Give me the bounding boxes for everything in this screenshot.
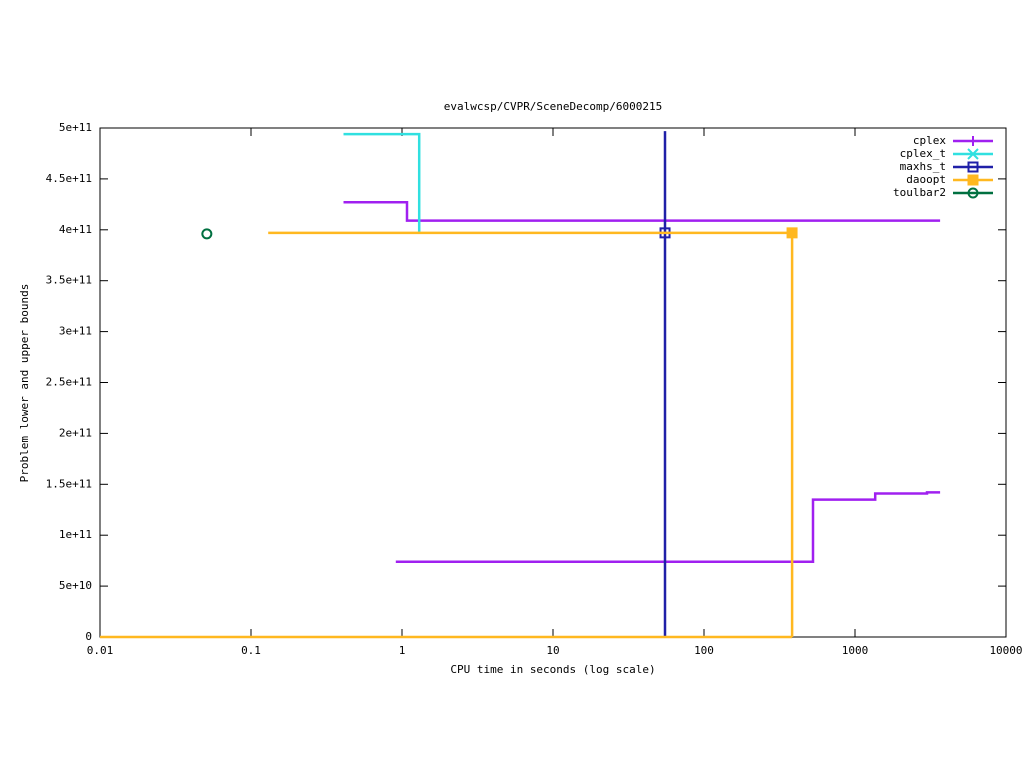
- x-tick-label: 0.1: [241, 644, 261, 657]
- x-tick-label: 1000: [842, 644, 869, 657]
- x-tick-label: 0.01: [87, 644, 114, 657]
- x-tick-label: 10000: [989, 644, 1022, 657]
- y-tick-label: 0: [85, 630, 92, 643]
- legend-marker: [967, 148, 979, 160]
- legend-label: maxhs_t: [900, 160, 946, 173]
- x-axis-label: CPU time in seconds (log scale): [450, 663, 655, 676]
- legend-marker: [967, 174, 979, 186]
- y-axis-label: Problem lower and upper bounds: [18, 284, 31, 483]
- chart-title: evalwcsp/CVPR/SceneDecomp/6000215: [444, 100, 663, 113]
- series-line: [343, 201, 941, 563]
- y-tick-label: 5e+11: [59, 121, 92, 134]
- x-tick-label: 10: [546, 644, 559, 657]
- y-tick-label: 2.5e+11: [46, 376, 92, 389]
- legend-label: cplex: [913, 134, 946, 147]
- x-tick-label: 1: [399, 644, 406, 657]
- y-tick-label: 5e+10: [59, 579, 92, 592]
- legend-label: daoopt: [906, 173, 946, 186]
- y-tick-label: 4.5e+11: [46, 172, 92, 185]
- marker: [786, 227, 798, 239]
- y-tick-label: 2e+11: [59, 426, 92, 439]
- y-tick-label: 4e+11: [59, 223, 92, 236]
- legend-label: cplex_t: [900, 147, 946, 160]
- legend-label: toulbar2: [893, 186, 946, 199]
- legend-marker: [968, 136, 978, 146]
- y-tick-label: 1.5e+11: [46, 477, 92, 490]
- series-line: [343, 132, 421, 232]
- marker: [201, 228, 213, 240]
- y-tick-label: 3.5e+11: [46, 274, 92, 287]
- legend-marker: [967, 187, 979, 199]
- x-tick-label: 100: [694, 644, 714, 657]
- y-tick-label: 3e+11: [59, 325, 92, 338]
- y-tick-label: 1e+11: [59, 528, 92, 541]
- legend-marker: [967, 161, 979, 173]
